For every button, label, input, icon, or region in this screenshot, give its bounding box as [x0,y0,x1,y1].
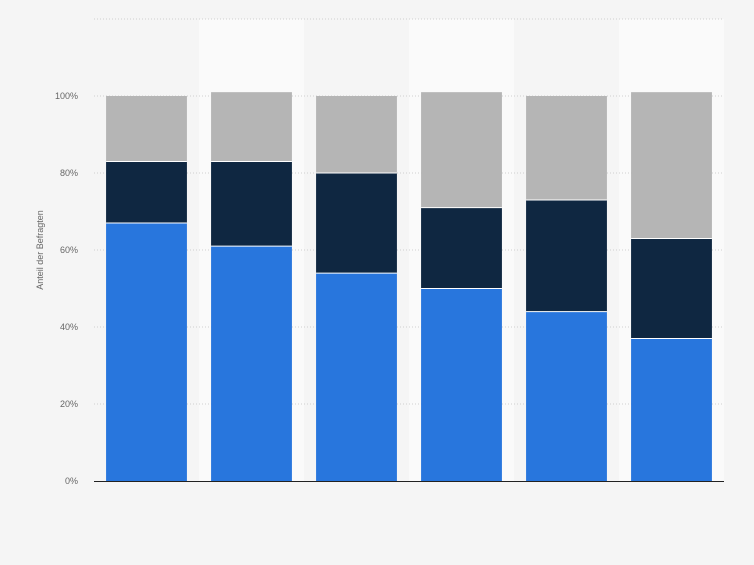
bar-segment[interactable] [316,173,397,274]
bar-segment[interactable] [526,311,607,481]
bars [106,92,712,482]
bar-segment[interactable] [316,96,397,173]
bar-segment[interactable] [106,96,187,162]
y-axis-tick-labels: 0% 20% 40% 60% 80% 100% [55,91,78,486]
bar-segment[interactable] [211,92,292,162]
bar-segment[interactable] [211,246,292,481]
y-tick-label: 40% [60,322,78,332]
gridlines [94,18,724,405]
y-tick-label: 60% [60,245,78,255]
bar-segment[interactable] [211,161,292,247]
bar-segment[interactable] [631,338,712,481]
y-tick-label: 80% [60,168,78,178]
bar-segment[interactable] [631,92,712,239]
bar-segment[interactable] [106,223,187,482]
bar-segment[interactable] [421,92,502,208]
bar-segment[interactable] [526,199,607,312]
bar-segment[interactable] [316,273,397,481]
y-tick-label: 100% [55,91,78,101]
bar-segment[interactable] [526,96,607,200]
bar-segment[interactable] [631,238,712,339]
y-axis-title: Anteil der Befragten [35,210,45,290]
y-tick-label: 0% [65,476,78,486]
bar-segment[interactable] [421,207,502,289]
y-tick-label: 20% [60,399,78,409]
bar-segment[interactable] [106,161,187,224]
bar-segment[interactable] [421,288,502,482]
